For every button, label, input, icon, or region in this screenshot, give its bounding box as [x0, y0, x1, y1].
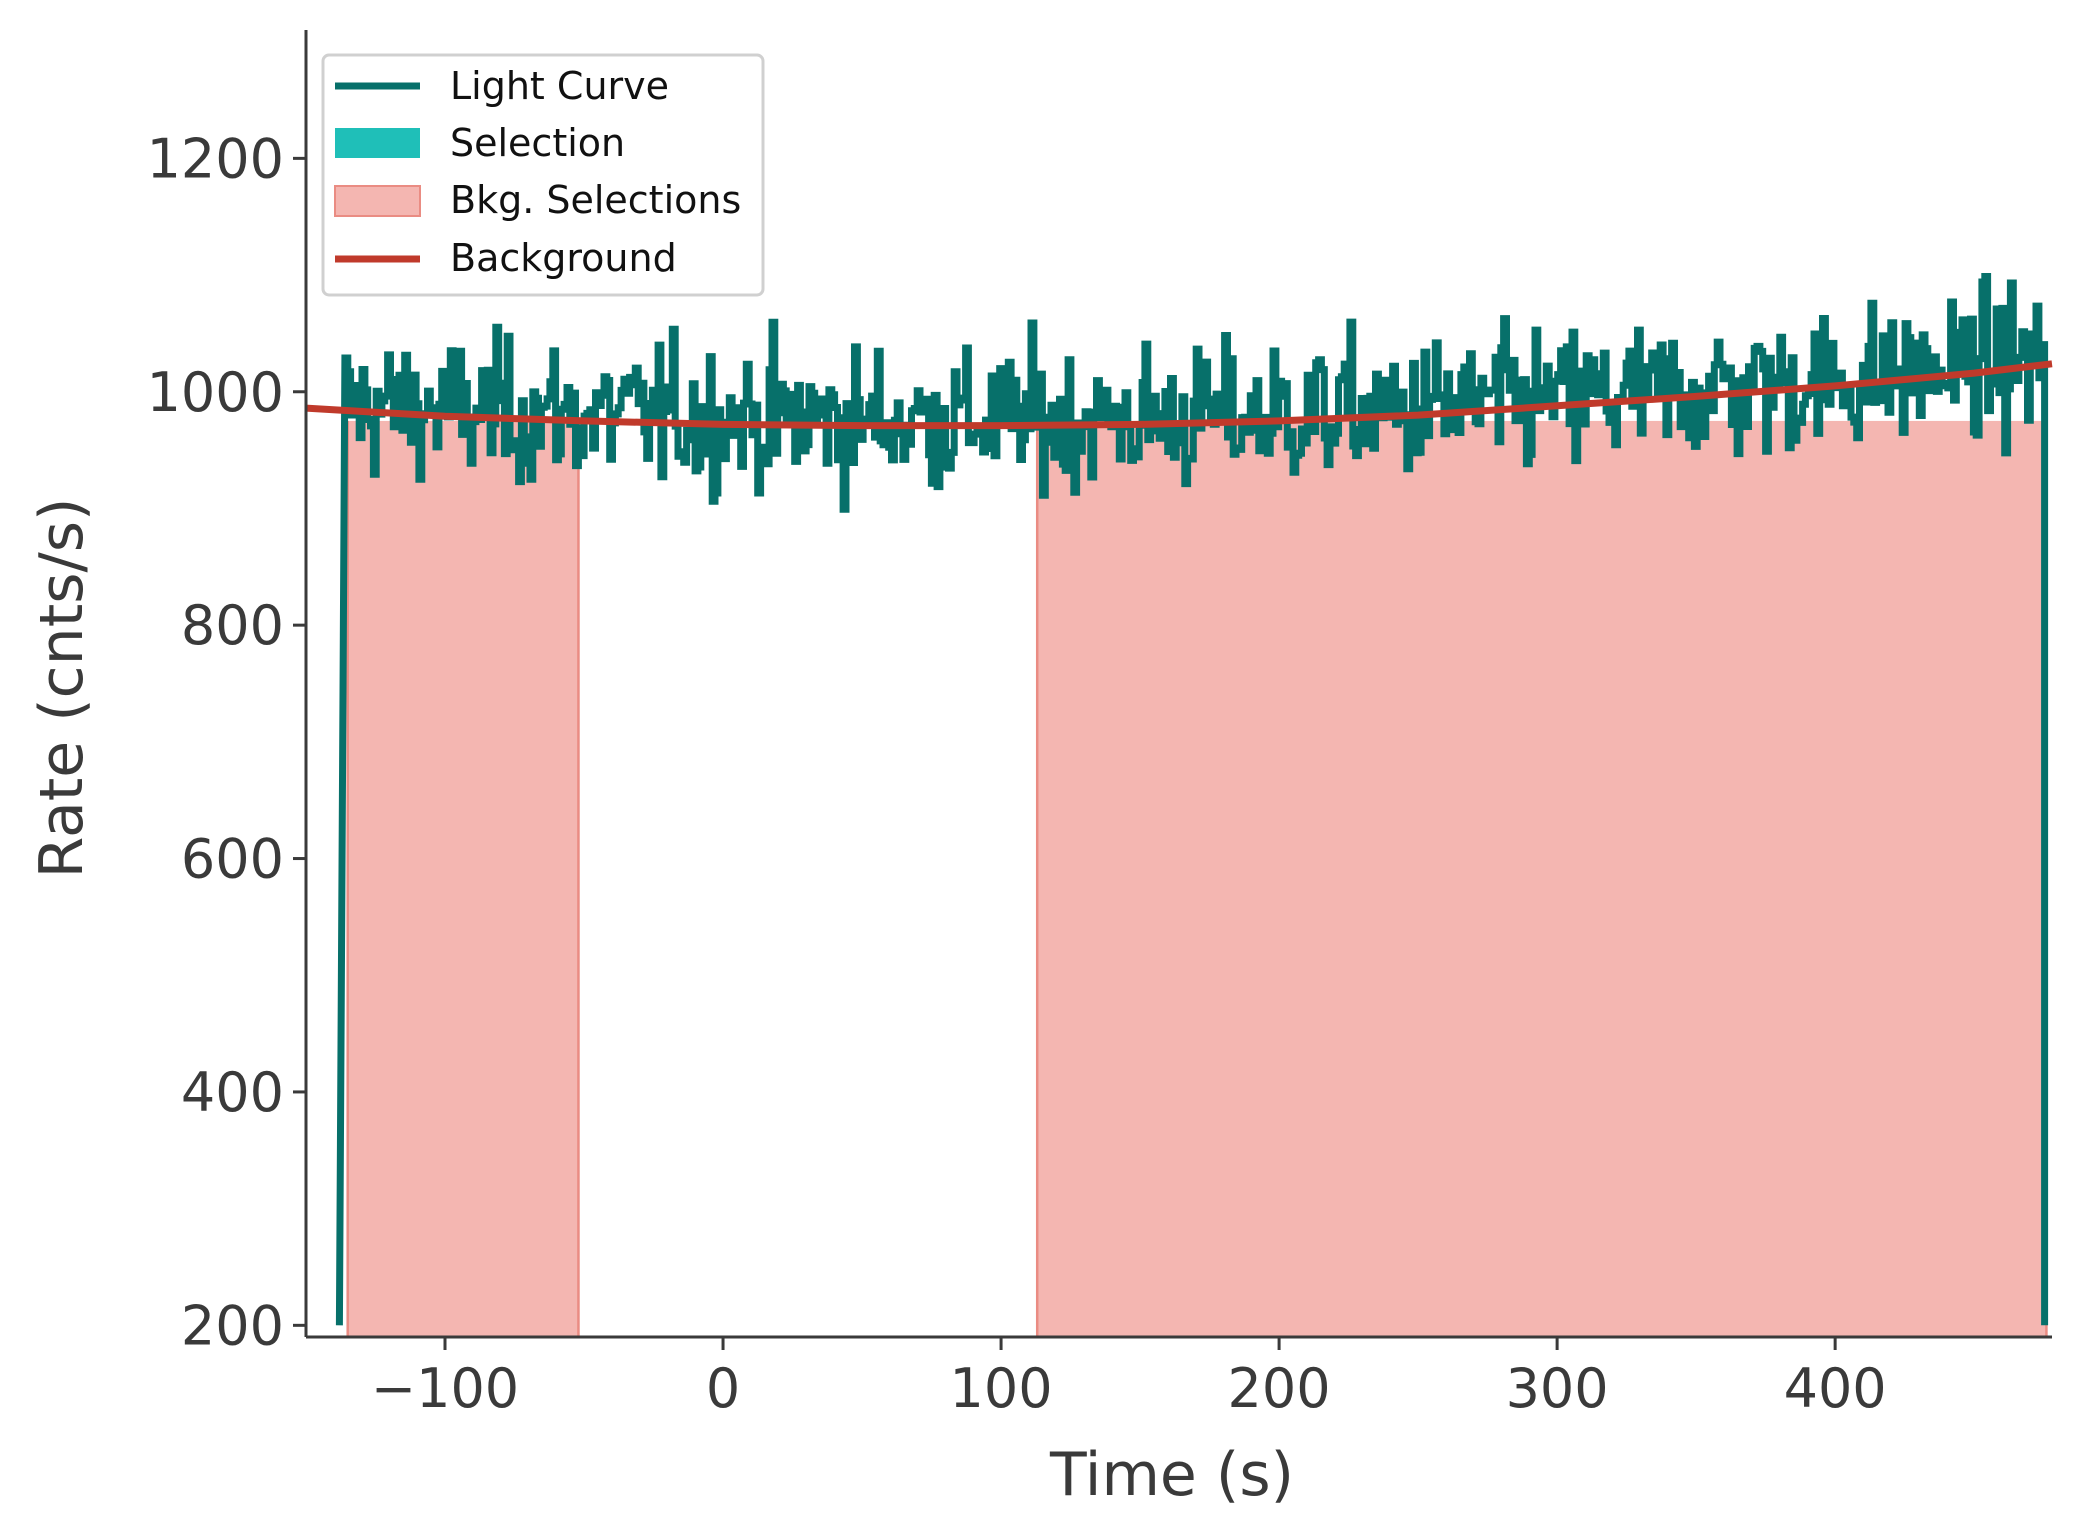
x-ticks: −100 0 100 200 300 400	[371, 1337, 1887, 1420]
legend-bkg-selections-label: Bkg. Selections	[450, 178, 741, 222]
y-tick-label: 600	[181, 828, 284, 891]
y-tick-label: 200	[181, 1294, 284, 1357]
x-tick-label: −100	[371, 1357, 519, 1420]
y-axis-title: Rate (cnts/s)	[27, 498, 97, 879]
light-curve-layer	[335, 273, 2049, 1326]
legend-selection-label: Selection	[450, 121, 625, 165]
bkg-selection-region-1	[1037, 420, 2047, 1337]
background-layer	[305, 360, 2053, 430]
x-tick-label: 100	[950, 1357, 1053, 1420]
axes	[304, 30, 2052, 1339]
light-curve-line	[335, 273, 2049, 1326]
legend-background-label: Background	[450, 236, 677, 280]
y-tick-label: 1000	[147, 361, 284, 424]
y-tick-label: 400	[181, 1061, 284, 1124]
x-tick-label: 400	[1784, 1357, 1887, 1420]
legend-selection-swatch	[335, 128, 420, 158]
legend: Light Curve Selection Bkg. Selections Ba…	[321, 53, 765, 297]
x-tick-label: 200	[1228, 1357, 1331, 1420]
x-axis-title: Time (s)	[1049, 1440, 1294, 1510]
legend-frame	[321, 53, 765, 297]
y-tick-label: 1200	[147, 127, 284, 190]
x-tick-label: 300	[1506, 1357, 1609, 1420]
y-tick-label: 800	[181, 594, 284, 657]
x-tick-label: 0	[706, 1357, 740, 1420]
y-ticks: 200 400 600 800 1000 1200	[147, 127, 306, 1357]
bkg-selection-region-0	[347, 420, 579, 1337]
legend-bkg-selections-swatch	[334, 185, 421, 217]
legend-light-curve-label: Light Curve	[450, 64, 669, 108]
background-fit-line	[305, 360, 2053, 430]
